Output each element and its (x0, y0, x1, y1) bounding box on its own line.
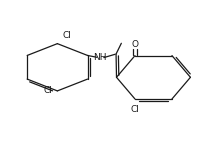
Text: Cl: Cl (63, 31, 71, 40)
Text: NH: NH (94, 53, 107, 62)
Text: Cl: Cl (43, 86, 52, 95)
Text: Cl: Cl (131, 105, 140, 114)
Text: O: O (131, 40, 138, 49)
